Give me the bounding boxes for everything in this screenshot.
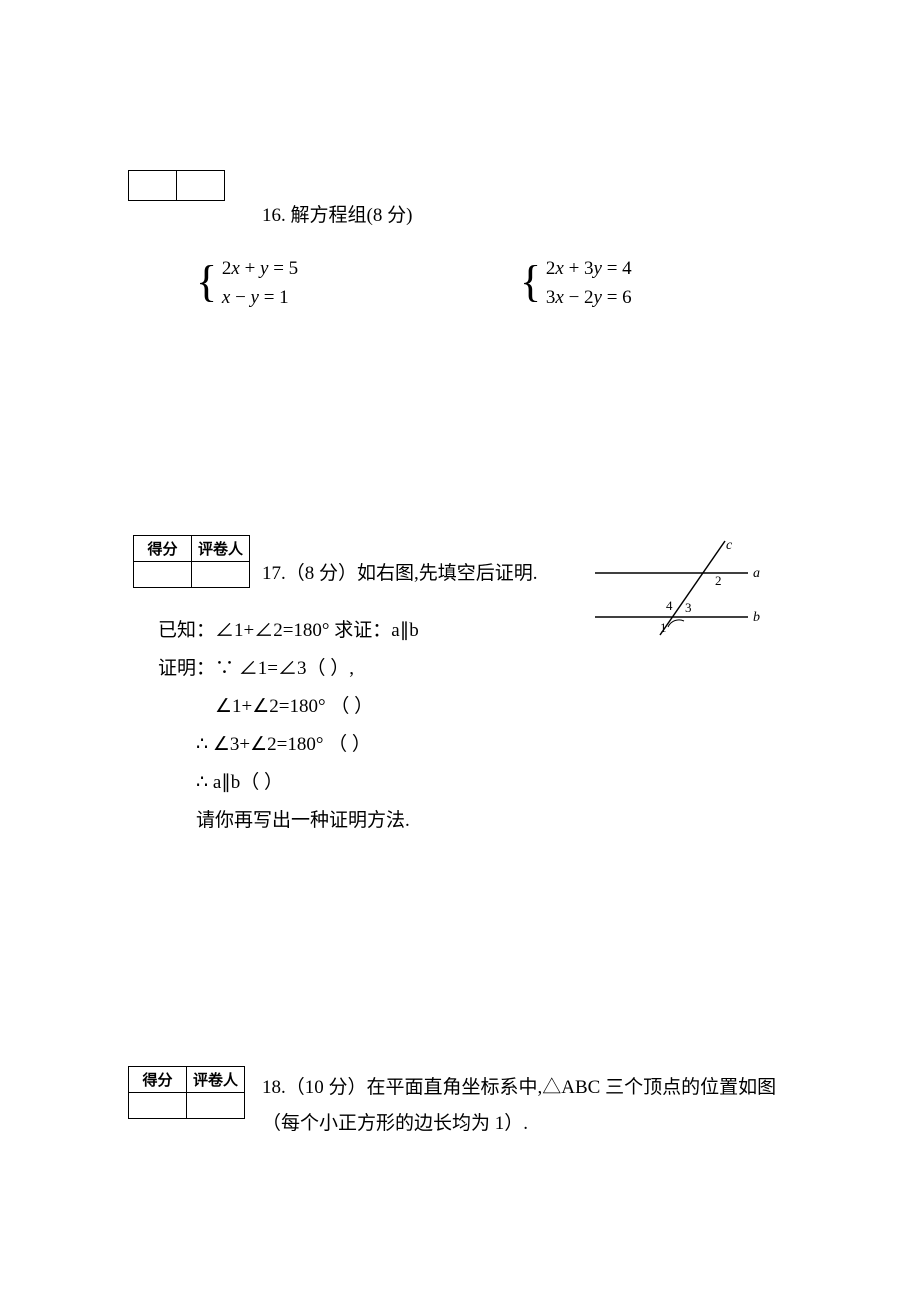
score-cell [129,1093,187,1119]
eq1-line2: x − y = 1 [222,284,298,313]
q18-line2: （每个小正方形的边长均为 1）. [262,1106,802,1142]
eq2-line2: 3x − 2y = 6 [546,284,632,313]
angle-2: 2 [715,573,722,588]
q16-equations-right: { 2x + 3y = 4 3x − 2y = 6 [520,255,632,312]
grader-cell [177,171,225,201]
brace-left: { [520,262,541,302]
label-c: c [726,538,733,553]
grader-cell [187,1093,245,1119]
q17-given: 已知：∠1+∠2=180° 求证：a∥b [158,612,419,650]
eq2-line1: 2x + 3y = 4 [546,255,632,284]
score-cell [129,171,177,201]
q17-proof-line: ∠1+∠2=180° （ ） [158,688,419,726]
score-box-q18: 得分 评卷人 [128,1066,245,1119]
q18-line1: 18.（10 分）在平面直角坐标系中,△ABC 三个顶点的位置如图 [262,1070,802,1106]
score-header: 得分 [129,1067,187,1093]
q17-body: 已知：∠1+∠2=180° 求证：a∥b 证明：∵ ∠1=∠3（ ）, ∠1+∠… [158,612,419,840]
eq1-line1: 2x + y = 5 [222,255,298,284]
q17-title: 17.（8 分）如右图,先填空后证明. [262,558,538,585]
label-a: a [753,566,760,581]
angle-1: 1 [660,620,667,635]
label-b: b [753,610,760,625]
q16-title: 16. 解方程组(8 分) [262,200,412,227]
q18-text: 18.（10 分）在平面直角坐标系中,△ABC 三个顶点的位置如图 （每个小正方… [262,1070,802,1142]
score-header: 得分 [134,536,192,562]
line-c [660,541,725,635]
q17-diagram: a b c 2 3 4 1 [590,535,770,645]
grader-cell [192,562,250,588]
angle-3: 3 [685,600,692,615]
q17-proof-line: 请你再写出一种证明方法. [158,802,419,840]
grader-header: 评卷人 [192,536,250,562]
score-box-q17: 得分 评卷人 [133,535,250,588]
angle-4: 4 [666,598,673,613]
q17-proof-line: ∴ ∠3+∠2=180° （ ） [158,726,419,764]
q17-proof-line: 证明：∵ ∠1=∠3（ ）, [158,650,419,688]
brace-left: { [196,262,217,302]
q17-proof-line: ∴ a∥b（ ） [158,764,419,802]
score-box-q16 [128,170,225,201]
score-cell [134,562,192,588]
grader-header: 评卷人 [187,1067,245,1093]
q16-equations-left: { 2x + y = 5 x − y = 1 [196,255,298,312]
